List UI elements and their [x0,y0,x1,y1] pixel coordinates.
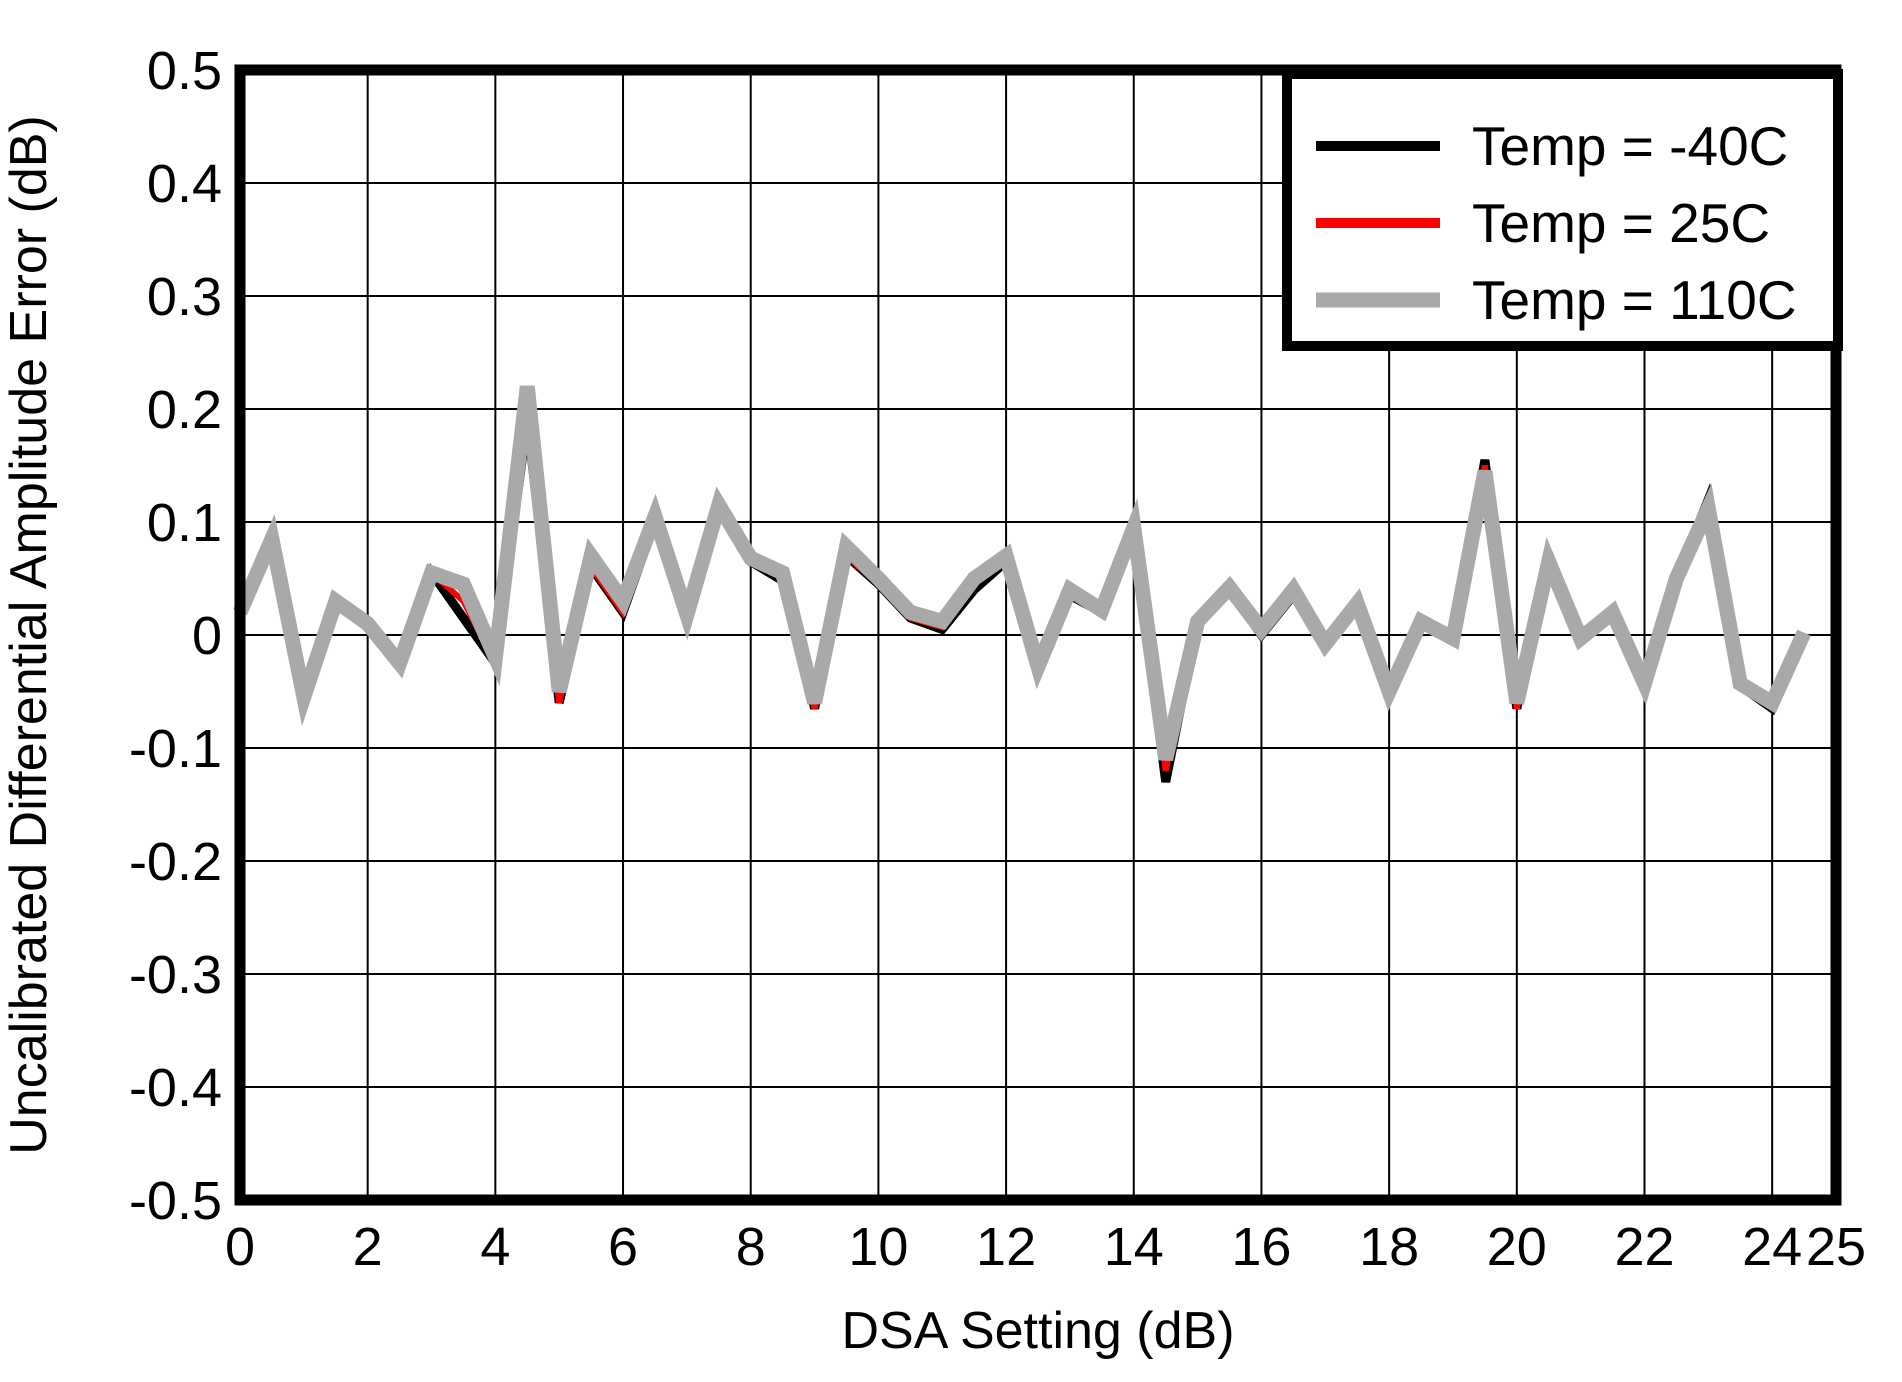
plot-frame [234,64,1842,1206]
x-tick-label: 6 [608,1217,638,1277]
y-axis-title: Uncalibrated Differential Amplitude Erro… [0,115,58,1155]
x-tick-label: 16 [1231,1217,1291,1277]
y-tick-label: 0.2 [147,380,222,440]
legend-label-3: Temp = 110C [1472,269,1797,331]
series-line-temp-110c [233,385,1811,761]
x-tick-label: 24 [1742,1217,1802,1277]
legend-label-1: Temp = -40C [1472,115,1788,177]
x-axis-tick-labels: 0 2 4 6 8 10 12 14 16 18 20 22 24 25 [225,1217,1866,1277]
series-lines [233,385,1811,783]
y-axis-tick-labels: 0.5 0.4 0.3 0.2 0.1 0 -0.1 -0.2 -0.3 -0.4 -0.5 [129,41,222,1231]
x-tick-label: 25 [1806,1217,1866,1277]
x-tick-label: 12 [976,1217,1036,1277]
legend-entries: Temp = -40C Temp = 25C Temp = 110C [1316,115,1797,331]
x-tick-label: 22 [1614,1217,1674,1277]
x-tick-label: 14 [1104,1217,1164,1277]
y-tick-label: -0.1 [129,719,222,779]
x-tick-label: 20 [1487,1217,1547,1277]
y-tick-label: 0.1 [147,493,222,553]
legend-label-2: Temp = 25C [1472,192,1770,254]
x-tick-label: 4 [480,1217,510,1277]
x-axis-title: DSA Setting (dB) [841,1302,1234,1360]
x-tick-label: 0 [225,1217,255,1277]
x-tick-label: 10 [848,1217,908,1277]
y-tick-label: 0.4 [147,154,222,214]
y-tick-label: 0 [192,606,222,666]
y-tick-label: -0.5 [129,1171,222,1231]
y-tick-label: -0.3 [129,945,222,1005]
x-tick-label: 2 [353,1217,383,1277]
y-tick-label: -0.4 [129,1058,222,1118]
legend: Temp = -40C Temp = 25C Temp = 110C [1282,69,1843,351]
y-tick-label: 0.5 [147,41,222,101]
y-tick-label: -0.2 [129,832,222,892]
y-tick-label: 0.3 [147,267,222,327]
x-tick-label: 18 [1359,1217,1419,1277]
x-tick-label: 8 [736,1217,766,1277]
